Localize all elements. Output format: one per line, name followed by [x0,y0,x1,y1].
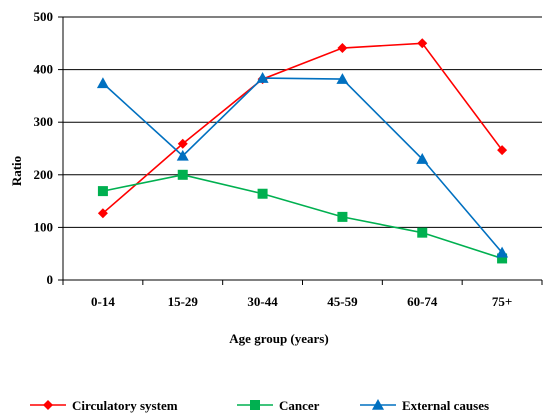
y-tick-label: 100 [34,219,54,234]
data-point [176,149,189,161]
data-point [97,186,108,197]
legend-item: External causes [360,398,489,413]
x-tick-label: 15-29 [168,294,199,309]
x-tick-label: 75+ [492,294,512,309]
legend-marker [372,399,384,410]
series-line [102,77,503,254]
data-point [497,145,508,156]
data-point [256,72,269,83]
data-point [97,208,108,219]
x-axis-title: Age group (years) [229,331,328,346]
x-tick-label: 30-44 [247,294,278,309]
data-point [96,77,109,89]
legend-item: Circulatory system [30,398,178,413]
y-tick-label: 200 [34,167,54,182]
legend-marker [250,400,260,410]
legend-label: Cancer [279,398,320,413]
y-tick-label: 0 [47,272,54,287]
x-tick-label: 60-74 [407,294,438,309]
data-point [177,138,188,149]
data-point [257,188,268,199]
y-tick-label: 400 [34,62,54,77]
data-point [496,246,509,258]
x-tick-label: 0-14 [91,294,115,309]
data-point [497,253,508,264]
y-tick-label: 300 [34,114,54,129]
y-tick-labels: 0 100 200 300 400 500 [34,9,54,287]
series-circulatory-system [97,38,508,219]
data-point [177,169,188,180]
series-external-causes [96,72,509,258]
y-tick-label: 500 [34,9,54,24]
gridlines [63,16,542,228]
data-series [96,38,509,264]
x-tick-labels: 0-14 15-29 30-44 45-59 60-74 75+ [91,294,512,309]
y-axis-title: Ratio [9,156,24,186]
series-line [102,42,503,214]
series-line [102,173,503,260]
data-point [337,211,348,222]
series-cancer [97,169,508,264]
axes [58,16,543,285]
legend-label: Circulatory system [72,398,178,413]
data-point [417,227,428,238]
data-point [416,153,429,164]
legend-marker [43,400,53,410]
x-tick-label: 45-59 [327,294,358,309]
legend-label: External causes [402,398,489,413]
data-point [417,38,428,49]
legend: Circulatory system Cancer External causes [30,398,489,413]
legend-item: Cancer [237,398,320,413]
data-point [337,43,348,54]
data-point [336,73,349,84]
